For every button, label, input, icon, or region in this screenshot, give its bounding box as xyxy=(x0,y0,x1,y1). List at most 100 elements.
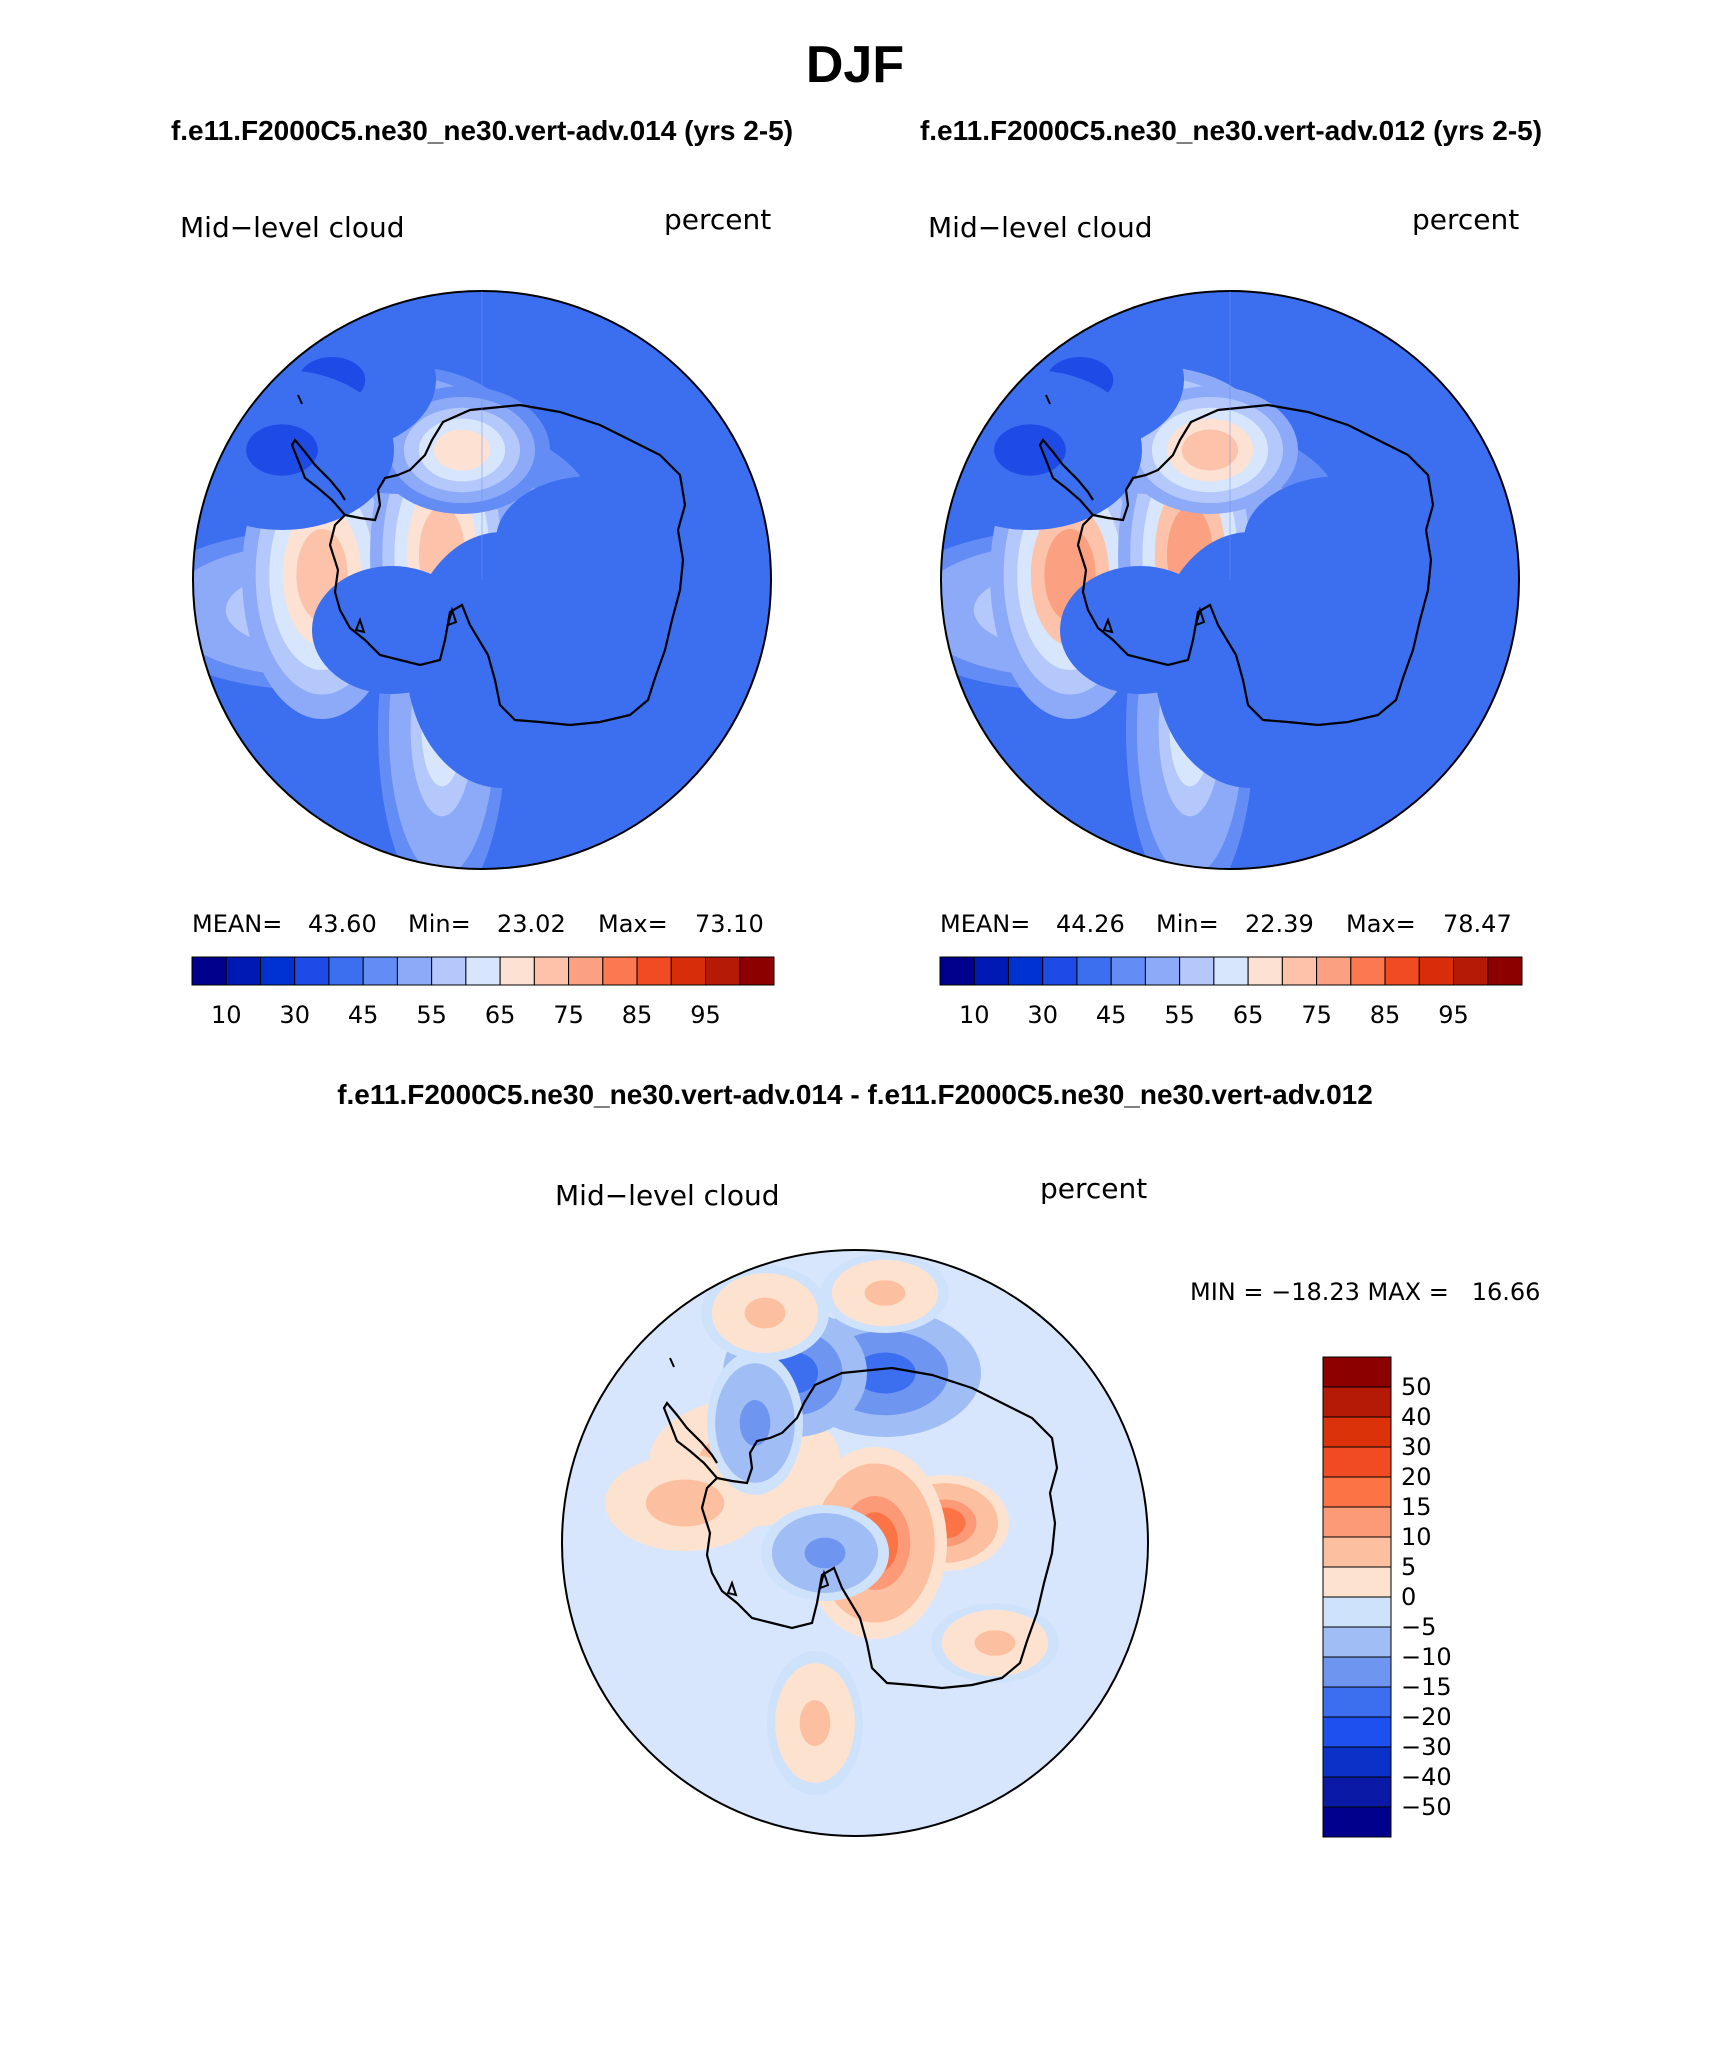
panel-right-mean-value: 44.26 xyxy=(1056,910,1125,938)
case-label-left: f.e11.F2000C5.ne30_ne30.vert-adv.014 (yr… xyxy=(171,115,793,146)
colorbar-tick-label: 85 xyxy=(622,1001,653,1029)
colorbar-tick-label: −5 xyxy=(1401,1613,1436,1641)
case-label-right: f.e11.F2000C5.ne30_ne30.vert-adv.012 (yr… xyxy=(920,115,1542,146)
panel-diff-map-border xyxy=(561,1249,1149,1837)
field-contour-wilkes-land-low xyxy=(561,519,623,561)
panel-right-max-label: Max= xyxy=(1346,910,1416,938)
colorbar-tick-label: 30 xyxy=(1401,1433,1432,1461)
colorbar-tick-label: 95 xyxy=(690,1001,721,1029)
colorbar-tick-label: 55 xyxy=(1164,1001,1195,1029)
colorbar-box xyxy=(1322,1746,1392,1778)
colorbar-box xyxy=(533,956,570,986)
colorbar-box xyxy=(1076,956,1112,986)
panel-diff-antarctica-coastline xyxy=(700,1366,1059,1690)
panel-right-peninsula xyxy=(1038,438,1094,516)
colorbar-box xyxy=(1322,1386,1392,1418)
panel-diff-variable-label: Mid−level cloud xyxy=(555,1179,779,1212)
colorbar-box xyxy=(225,956,261,986)
panel-left-max-label: Max= xyxy=(598,910,668,938)
field-contour-marie-byrd-low xyxy=(246,424,318,476)
colorbar-box xyxy=(1322,1716,1392,1748)
colorbar-box xyxy=(1042,956,1078,986)
colorbar-box xyxy=(396,956,433,986)
panel-right-colorbar: 10 30 45 55 65 75 85 95 xyxy=(939,956,1523,1029)
colorbar-tick-label: 85 xyxy=(1370,1001,1401,1029)
colorbar-box xyxy=(939,956,975,986)
field-contour-weddell-positive xyxy=(799,1699,831,1747)
colorbar-box xyxy=(1322,1626,1392,1658)
colorbar-box xyxy=(1144,956,1181,986)
colorbar-box xyxy=(1322,1806,1392,1838)
colorbar-box xyxy=(1487,956,1523,986)
colorbar-tick-label: −10 xyxy=(1401,1643,1452,1671)
panel-left: Mid−level cloud percent MEAN= 43.60 Min=… xyxy=(180,203,775,1029)
colorbar-box xyxy=(1179,956,1215,986)
panel-left-colorbar: 10 30 45 55 65 75 85 95 xyxy=(191,956,775,1029)
field-contour-marie-byrd-low xyxy=(994,424,1066,476)
colorbar-box xyxy=(1247,956,1283,986)
colorbar-box xyxy=(1322,1776,1392,1808)
colorbar-box xyxy=(1110,956,1146,986)
field-contour-wilkes-land-low xyxy=(471,619,533,701)
colorbar-box xyxy=(1453,956,1489,986)
panel-diff-minmax: MIN = −18.23 MAX = 16.66 xyxy=(1190,1278,1540,1306)
panel-right-variable-label: Mid−level cloud xyxy=(928,211,1152,244)
colorbar-box xyxy=(1281,956,1318,986)
panel-right-mean-label: MEAN= xyxy=(940,910,1030,938)
colorbar-tick-label: −20 xyxy=(1401,1703,1452,1731)
colorbar-tick-label: 30 xyxy=(279,1001,310,1029)
colorbar-tick-label: −30 xyxy=(1401,1733,1452,1761)
field-contour-dronning-maud-max xyxy=(659,1487,711,1519)
colorbar-tick-label: 65 xyxy=(1233,1001,1264,1029)
colorbar-box xyxy=(568,956,604,986)
panel-left-mean-value: 43.60 xyxy=(308,910,377,938)
colorbar-box xyxy=(705,956,741,986)
colorbar-box xyxy=(191,956,227,986)
colorbar-box xyxy=(1322,1596,1392,1628)
panel-left-min-label: Min= xyxy=(408,910,471,938)
colorbar-box xyxy=(1322,1686,1392,1718)
field-contour-amery-min xyxy=(804,1537,846,1569)
colorbar-box xyxy=(602,956,638,986)
panel-right: Mid−level cloud percent MEAN= 44.26 Min=… xyxy=(928,203,1523,1029)
colorbar-tick-label: 45 xyxy=(348,1001,379,1029)
colorbar-box xyxy=(1007,956,1044,986)
field-contour-marie-byrd-positive xyxy=(864,1280,906,1306)
colorbar-box xyxy=(1322,1656,1392,1688)
colorbar-tick-label: −15 xyxy=(1401,1673,1452,1701)
colorbar-box xyxy=(362,956,398,986)
panel-right-antarctica-coastline xyxy=(1076,403,1435,727)
colorbar-box xyxy=(1322,1356,1392,1388)
colorbar-tick-label: 30 xyxy=(1027,1001,1058,1029)
colorbar-box xyxy=(973,956,1009,986)
panel-left-min-value: 23.02 xyxy=(497,910,566,938)
colorbar-tick-label: 50 xyxy=(1401,1373,1432,1401)
colorbar-box xyxy=(739,956,775,986)
panel-left-max-value: 73.10 xyxy=(695,910,764,938)
colorbar-tick-label: 65 xyxy=(485,1001,516,1029)
panel-left-variable-label: Mid−level cloud xyxy=(180,211,404,244)
colorbar-box xyxy=(1322,1446,1392,1478)
panel-left-units-label: percent xyxy=(664,203,771,236)
colorbar-box xyxy=(636,956,672,986)
panel-left-antarctica-coastline xyxy=(328,403,687,727)
case-label-diff: f.e11.F2000C5.ne30_ne30.vert-adv.014 - f… xyxy=(337,1079,1373,1110)
panel-right-max-value: 78.47 xyxy=(1443,910,1512,938)
colorbar-box xyxy=(431,956,467,986)
colorbar-box xyxy=(1213,956,1249,986)
colorbar-tick-label: 55 xyxy=(416,1001,447,1029)
colorbar-tick-label: 20 xyxy=(1401,1463,1432,1491)
colorbar-tick-label: 45 xyxy=(1096,1001,1127,1029)
panel-left-mean-label: MEAN= xyxy=(192,910,282,938)
colorbar-box xyxy=(1350,956,1386,986)
colorbar-box xyxy=(294,956,330,986)
colorbar-tick-label: 40 xyxy=(1401,1403,1432,1431)
colorbar-box xyxy=(1322,1416,1392,1448)
colorbar-tick-label: 10 xyxy=(211,1001,242,1029)
colorbar-tick-label: −40 xyxy=(1401,1763,1452,1791)
panel-diff: Mid−level cloud percent MIN = −18.23 MAX… xyxy=(555,1172,1540,1838)
colorbar-box xyxy=(259,956,296,986)
colorbar-box xyxy=(1384,956,1420,986)
